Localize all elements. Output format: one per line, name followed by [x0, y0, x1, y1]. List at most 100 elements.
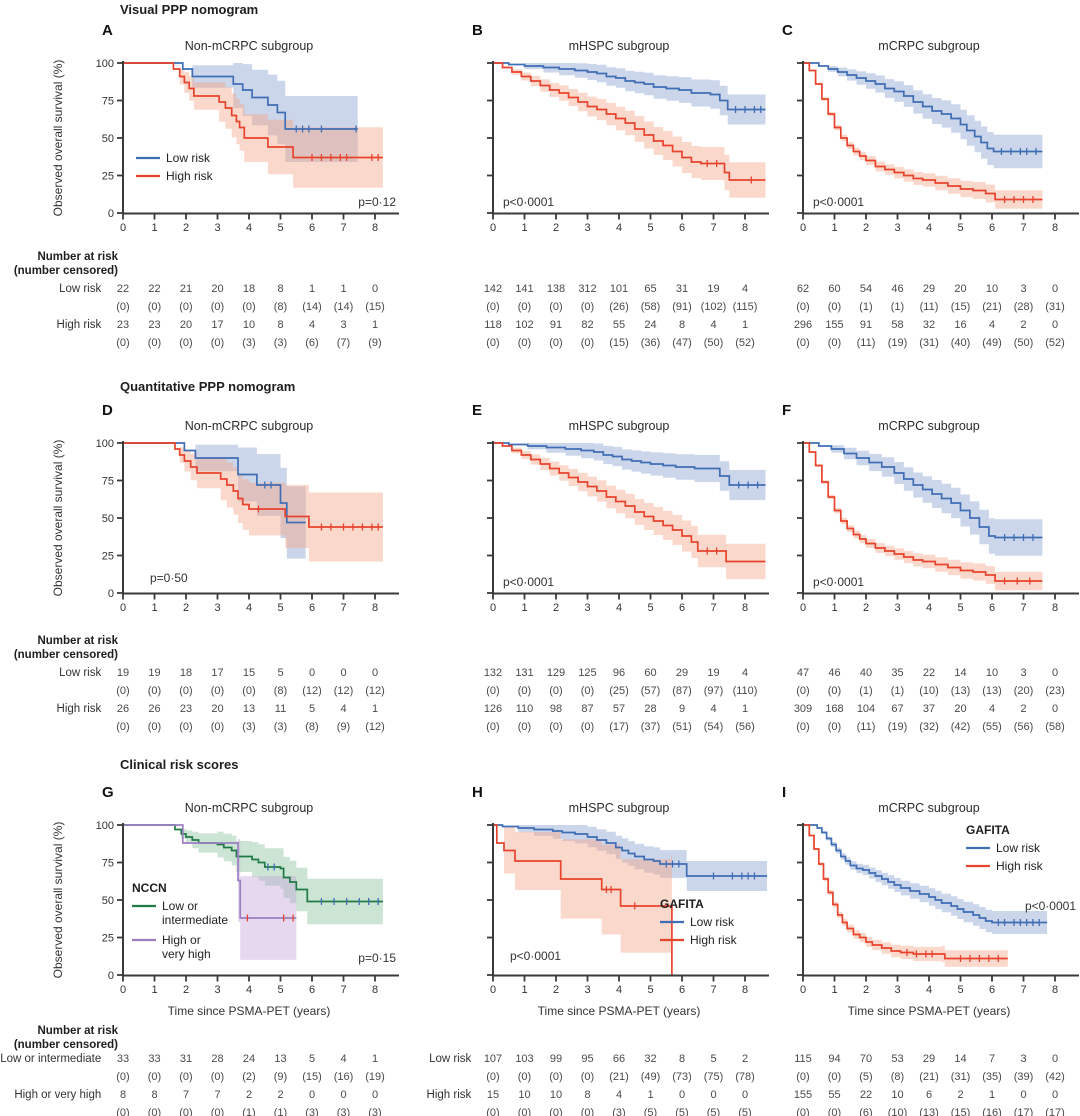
svg-text:3: 3: [214, 984, 220, 996]
svg-text:3: 3: [214, 602, 220, 614]
risk-cell: 14: [954, 1053, 967, 1065]
risk-cell: (37): [640, 721, 661, 733]
risk-cell: (17): [1045, 1107, 1065, 1116]
risk-cell: 142: [483, 283, 503, 295]
km-chart-D: Non-mCRPC subgroup 0 25 50 75 100 0 1 2 3 4 5 6 7 8 p=0…: [96, 419, 399, 614]
svg-text:1: 1: [151, 222, 157, 234]
risk-cell: 3: [1020, 667, 1027, 679]
risk-cell: (0): [210, 1071, 225, 1083]
svg-text:6: 6: [989, 984, 995, 996]
risk-cell: 5: [710, 1053, 717, 1065]
svg-text:3: 3: [894, 222, 900, 234]
risk-cell: (0): [147, 685, 162, 697]
svg-text:50: 50: [102, 133, 114, 145]
risk-cell: 1: [371, 1053, 379, 1065]
svg-text:p<0·0001: p<0·0001: [503, 575, 554, 589]
panel-letter-H: H: [472, 784, 483, 801]
svg-text:7: 7: [1020, 984, 1026, 996]
svg-text:3: 3: [894, 602, 900, 614]
risk-cell: (0): [517, 301, 532, 313]
y-axis-label: Observed overall survival (%): [51, 59, 65, 217]
km-chart-G: Non-mCRPC subgroup 0 25 50 75 100 0 1 2 3 4 5 6 7 8 p=0…: [96, 801, 399, 1018]
risk-cell: 2: [245, 1089, 253, 1101]
risk-cell: 26: [148, 703, 161, 715]
risk-cell: (20): [1013, 685, 1034, 697]
panel-letter-I: I: [782, 784, 787, 801]
risk-cell: (0): [210, 1107, 225, 1116]
risk-cell: (13): [919, 1107, 939, 1116]
risk-cell: (12): [302, 685, 322, 697]
risk-cell: (11): [856, 337, 876, 349]
risk-cell: 18: [179, 667, 193, 679]
risk-cell: (0): [486, 721, 500, 733]
risk-cell: 87: [581, 703, 594, 715]
risk-cell: (10): [887, 1107, 908, 1116]
risk-cell: 96: [612, 667, 626, 679]
risk-cell: 31: [179, 1053, 193, 1065]
risk-cell: 8: [119, 1089, 127, 1101]
risk-cell: (5): [738, 1107, 752, 1116]
risk-cell: 5: [308, 1053, 316, 1065]
risk-cell: (36): [640, 337, 661, 349]
risk-cell: 23: [116, 319, 130, 331]
risk-cell: 110: [515, 703, 534, 715]
risk-cell: (0): [580, 1107, 595, 1116]
risk-cell: (32): [919, 721, 939, 733]
risk-cell: (13): [950, 685, 971, 697]
svg-text:p<0·0001: p<0·0001: [1025, 899, 1076, 913]
risk-cell: 4: [741, 667, 749, 679]
svg-text:0: 0: [108, 588, 114, 600]
svg-text:Non-mCRPC subgroup: Non-mCRPC subgroup: [185, 39, 314, 53]
risk-cell: 32: [922, 319, 936, 331]
svg-text:3: 3: [584, 984, 590, 996]
risk-cell: (0): [486, 1071, 500, 1083]
risk-cell: (16): [333, 1071, 354, 1083]
svg-text:25: 25: [102, 933, 114, 945]
svg-text:50: 50: [102, 513, 114, 525]
svg-text:5: 5: [647, 602, 653, 614]
risk-cell: (0): [580, 337, 595, 349]
risk-row-label: High or very high: [14, 1089, 102, 1101]
risk-table-G: 33 33 31 28 24 13 5 4 1 (0) (0) (0) (0) (2) (9) (15) (16…: [107, 1050, 391, 1116]
risk-cell: (49): [982, 337, 1002, 349]
risk-cell: 168: [825, 703, 844, 715]
risk-cell: 3: [340, 319, 347, 331]
risk-cell: 4: [710, 319, 717, 331]
risk-cell: 0: [1051, 283, 1059, 295]
risk-cell: (14): [333, 301, 354, 313]
risk-cell: (0): [796, 337, 810, 349]
svg-text:7: 7: [340, 984, 346, 996]
risk-cell: (51): [672, 721, 692, 733]
risk-cell: (0): [549, 1107, 563, 1116]
svg-text:0: 0: [490, 984, 496, 996]
svg-text:1: 1: [831, 602, 837, 614]
risk-cell: (14): [302, 301, 322, 313]
risk-cell: (23): [1045, 685, 1065, 697]
risk-table-F: 47 46 40 35 22 14 10 3 0 (0) (0) (1) (1) (10) (13) (13)…: [787, 664, 1071, 736]
svg-text:Time since PSMA-PET (years): Time since PSMA-PET (years): [168, 1004, 331, 1018]
risk-cell: 20: [211, 703, 224, 715]
risk-cell: (11): [919, 301, 939, 313]
risk-cell: 8: [678, 1053, 686, 1065]
risk-cell: 82: [581, 319, 594, 331]
risk-cell: (3): [305, 1107, 319, 1116]
risk-table-B: 142 141 138 312 101 65 31 19 4 (0) (0) (0) (0) (26) (5…: [477, 280, 761, 352]
risk-cell: (0): [580, 721, 595, 733]
km-chart-H: mHSPC subgroup 0 1 2 3 4 5 6 7 8 p<0·0001 GAFITA Low…: [487, 801, 769, 1018]
risk-cell: 21: [179, 283, 193, 295]
svg-text:4: 4: [246, 984, 252, 996]
risk-cell: 58: [891, 319, 904, 331]
risk-cell: (58): [640, 301, 661, 313]
risk-cell: 0: [340, 1089, 347, 1101]
risk-cell: 1: [340, 283, 347, 295]
risk-cell: 2: [277, 1089, 284, 1101]
risk-row-label: High risk: [426, 1089, 472, 1101]
risk-cell: (0): [549, 721, 563, 733]
svg-text:Non-mCRPC subgroup: Non-mCRPC subgroup: [185, 801, 314, 815]
risk-cell: 20: [179, 319, 193, 331]
risk-cell: (15): [950, 1107, 971, 1116]
risk-cell: 16: [954, 319, 967, 331]
panel-letter-B: B: [472, 22, 483, 39]
section-header-clinical-risk: Clinical risk scores: [120, 757, 239, 772]
